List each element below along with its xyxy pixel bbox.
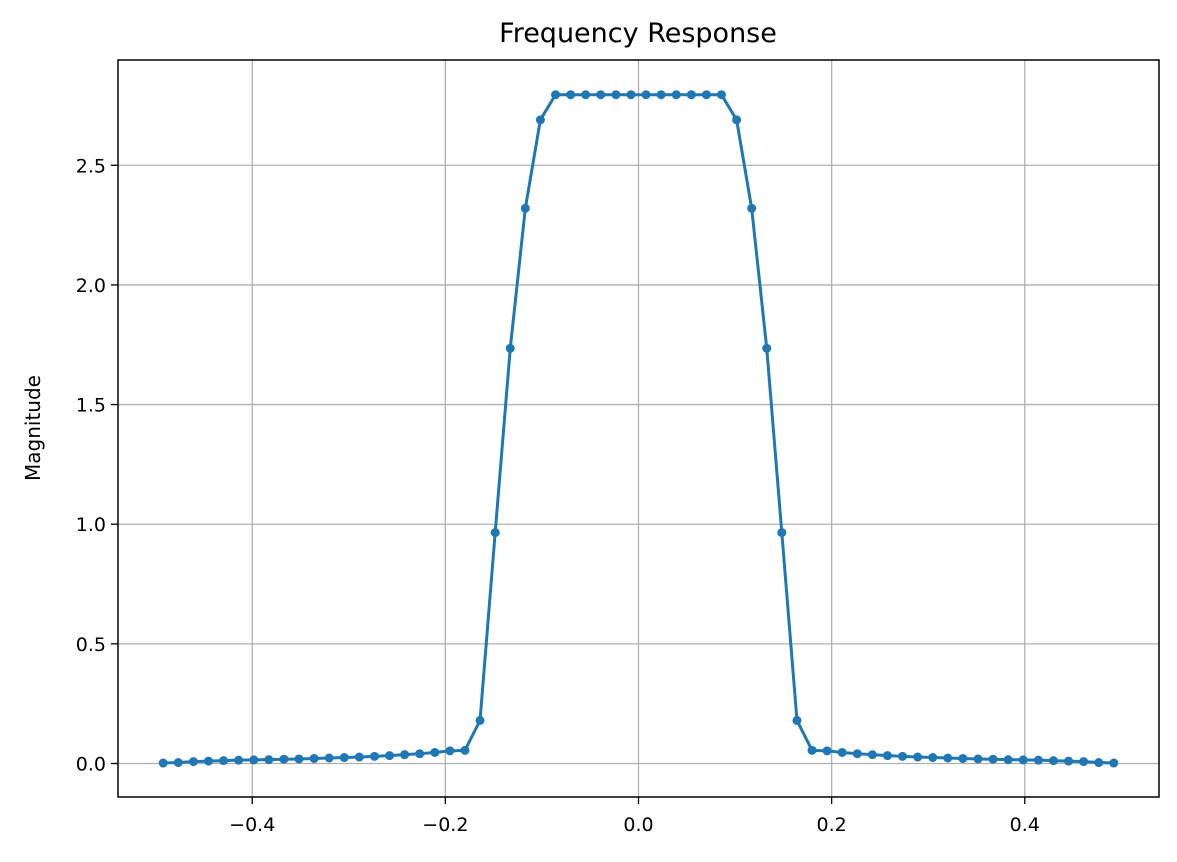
- data-point: [671, 90, 681, 100]
- data-point: [460, 745, 470, 755]
- data-point: [158, 758, 168, 768]
- y-tick-label: 0.5: [76, 634, 106, 656]
- y-tick-label: 1.0: [76, 514, 106, 536]
- data-point: [1018, 755, 1028, 765]
- y-tick-label: 0.0: [76, 754, 106, 776]
- data-point: [913, 752, 923, 762]
- data-point: [581, 90, 591, 100]
- data-point: [973, 754, 983, 764]
- data-point: [400, 750, 410, 760]
- data-point: [219, 756, 229, 766]
- data-point: [656, 90, 666, 100]
- data-point: [505, 343, 515, 353]
- data-point: [264, 755, 274, 765]
- data-point: [1003, 755, 1013, 765]
- data-point: [339, 753, 349, 763]
- data-point: [445, 746, 455, 756]
- data-point: [369, 751, 379, 761]
- data-point: [1079, 757, 1089, 767]
- x-tick-label: 0.2: [817, 814, 847, 836]
- data-point: [279, 754, 289, 764]
- data-point: [203, 756, 213, 766]
- data-point: [324, 753, 334, 763]
- data-point: [1048, 756, 1058, 766]
- data-point: [1109, 758, 1119, 768]
- y-axis-ticks: 0.0 0.5 1.0 1.5 2.0 2.5: [76, 155, 118, 776]
- data-point: [943, 753, 953, 763]
- data-point: [596, 90, 606, 100]
- data-point: [551, 90, 561, 100]
- data-point: [430, 747, 440, 757]
- data-point: [234, 755, 244, 765]
- x-tick-label: −0.2: [422, 814, 468, 836]
- x-tick-label: 0.4: [1010, 814, 1040, 836]
- data-point: [490, 528, 500, 538]
- data-point: [958, 753, 968, 763]
- data-point: [611, 90, 621, 100]
- data-point: [898, 751, 908, 761]
- data-point: [822, 746, 832, 756]
- series-line: [163, 93, 1114, 765]
- data-point: [716, 90, 726, 100]
- data-point: [354, 752, 364, 762]
- data-point: [701, 90, 711, 100]
- data-point: [415, 749, 425, 759]
- data-point: [1064, 756, 1074, 766]
- data-point: [928, 753, 938, 763]
- data-point: [294, 754, 304, 764]
- data-point: [309, 753, 319, 763]
- data-points: [158, 90, 1119, 768]
- data-point: [1094, 758, 1104, 768]
- data-point: [882, 751, 892, 761]
- data-point: [626, 90, 636, 100]
- chart-title: Frequency Response: [499, 18, 777, 49]
- x-axis-ticks: −0.4 −0.2 0.0 0.2 0.4: [229, 797, 1040, 836]
- data-point: [807, 745, 817, 755]
- x-tick-label: −0.4: [229, 814, 275, 836]
- data-point: [1033, 755, 1043, 765]
- data-point: [385, 751, 395, 761]
- data-point: [792, 715, 802, 725]
- data-point: [867, 750, 877, 760]
- data-point: [475, 715, 485, 725]
- y-axis-label: Magnitude: [21, 375, 45, 481]
- data-point: [732, 115, 742, 125]
- grid-lines: [118, 60, 1159, 797]
- y-tick-label: 2.5: [76, 155, 106, 177]
- series-line-layer: [163, 93, 1114, 765]
- data-point: [686, 90, 696, 100]
- data-point: [762, 343, 772, 353]
- x-tick-label: 0.0: [623, 814, 653, 836]
- data-point: [173, 758, 183, 768]
- data-point: [837, 747, 847, 757]
- data-point: [188, 757, 198, 767]
- data-point: [249, 755, 259, 765]
- data-point: [641, 90, 651, 100]
- y-tick-label: 2.0: [76, 275, 106, 297]
- data-point: [535, 115, 545, 125]
- data-point: [520, 203, 530, 213]
- data-point: [777, 528, 787, 538]
- data-point: [566, 90, 576, 100]
- data-point: [852, 749, 862, 759]
- data-point: [747, 203, 757, 213]
- data-point: [988, 754, 998, 764]
- y-tick-label: 1.5: [76, 395, 106, 417]
